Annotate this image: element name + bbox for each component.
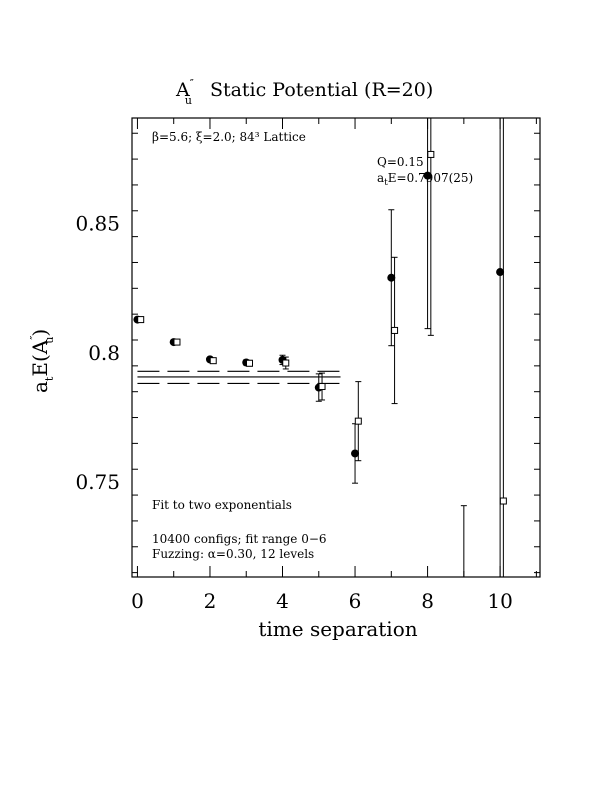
x-tick-label: 0 <box>131 589 144 613</box>
y-tick-label: 0.85 <box>75 212 120 236</box>
energy-note: atE=0.7907(25) <box>377 171 473 188</box>
data-point-square <box>391 326 399 334</box>
data-series <box>133 118 507 577</box>
x-tick-label: 8 <box>421 589 434 613</box>
data-point-square <box>282 359 290 367</box>
y-tick-label: 0.75 <box>75 470 120 494</box>
plot-border <box>131 117 541 578</box>
data-point-square <box>246 359 254 367</box>
plot-frame <box>131 117 541 578</box>
x-tick-label: 4 <box>276 589 289 613</box>
fuzzing-note: Fuzzing: α=0.30, 12 levels <box>152 547 314 561</box>
data-point-square <box>137 316 145 324</box>
q-note: Q=0.15 <box>377 155 424 169</box>
y-axis-title: atE(A″ u) <box>28 329 56 393</box>
data-point-square <box>318 383 326 391</box>
chart-title: A″ u Static Potential (R=20) <box>175 77 433 107</box>
data-point-circle <box>496 268 505 277</box>
fit-note: Fit to two exponentials <box>152 498 292 512</box>
data-point-circle <box>351 449 360 458</box>
configs-note: 10400 configs; fit range 0−6 <box>152 532 327 546</box>
y-tick-label: 0.8 <box>88 341 120 365</box>
lattice-note: β=5.6; ξ=2.0; 84³ Lattice <box>152 130 306 144</box>
data-point-square <box>499 497 507 505</box>
data-point-square <box>173 338 181 346</box>
data-point-circle <box>423 171 432 180</box>
y-axis: 0.75 0.8 0.85 <box>75 132 540 574</box>
x-tick-label: 2 <box>204 589 217 613</box>
x-tick-label: 6 <box>349 589 362 613</box>
data-point-square <box>354 417 362 425</box>
data-point-square <box>427 150 435 158</box>
fit-band <box>137 370 341 384</box>
data-point-square <box>209 357 217 365</box>
data-point-circle <box>387 273 396 282</box>
x-tick-label: 10 <box>487 589 512 613</box>
x-axis-title: time separation <box>258 617 417 641</box>
